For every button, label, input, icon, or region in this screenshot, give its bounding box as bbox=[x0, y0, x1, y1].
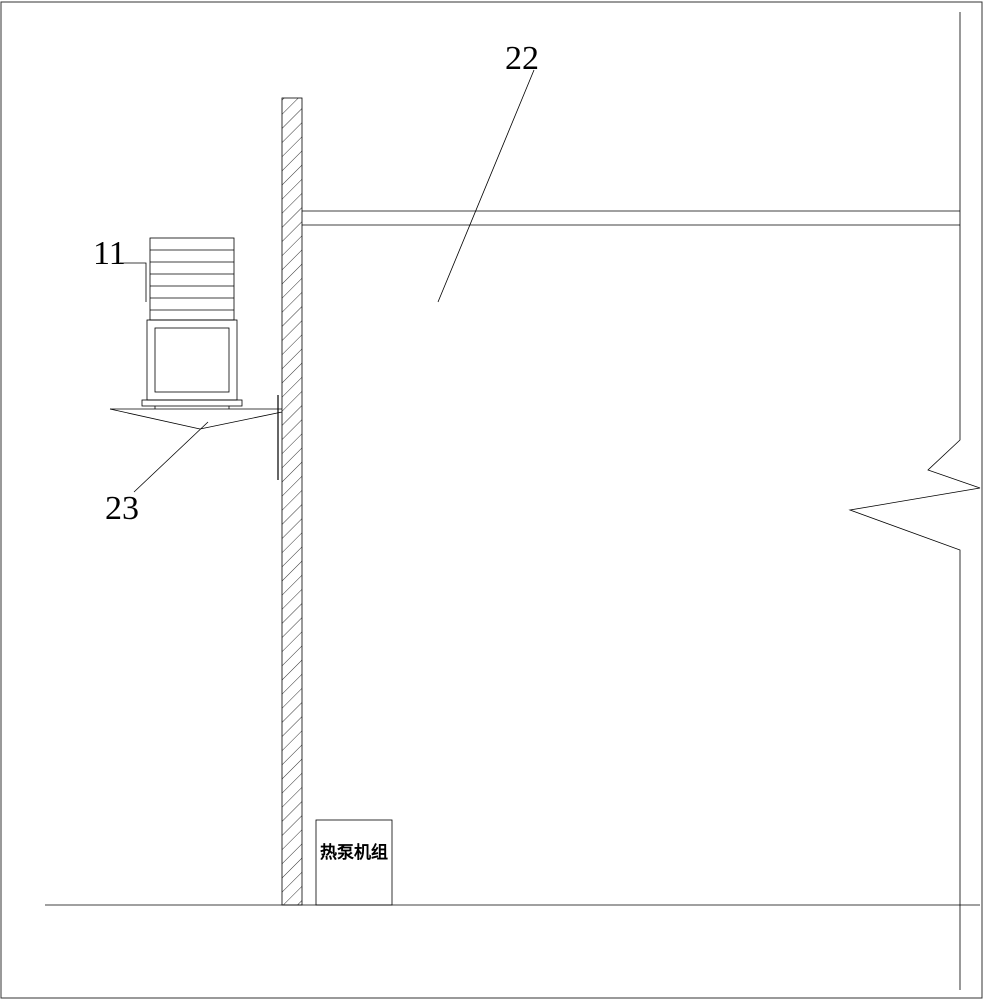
shelf-under-left bbox=[110, 409, 200, 429]
right-wall-break bbox=[850, 12, 980, 990]
label-22: 22 bbox=[505, 40, 539, 78]
diagram-svg bbox=[0, 0, 984, 1000]
shelf-under-right bbox=[200, 412, 282, 429]
leader-22 bbox=[438, 70, 534, 302]
heat-pump-label: 热泵机组 bbox=[320, 844, 388, 863]
wall-hatched bbox=[282, 98, 302, 905]
outer-border bbox=[1, 2, 982, 998]
unit-body-outer bbox=[147, 320, 237, 400]
diagram-root: 22 11 23 热泵机组 bbox=[0, 0, 984, 1000]
label-11: 11 bbox=[93, 235, 126, 273]
unit-body-inner bbox=[155, 328, 229, 392]
unit-base bbox=[142, 400, 242, 406]
label-23: 23 bbox=[105, 490, 139, 528]
leader-23 bbox=[134, 422, 208, 492]
